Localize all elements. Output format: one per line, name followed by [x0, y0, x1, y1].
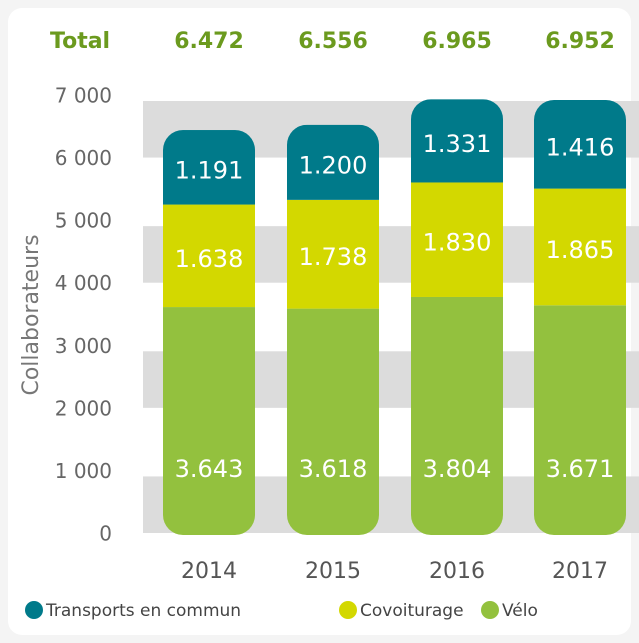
bar-segment: [534, 100, 626, 189]
bar-segment: [534, 188, 626, 306]
bar-segment: [411, 99, 503, 183]
legend-label: Transports en commun: [45, 601, 241, 621]
bar-group: [534, 100, 626, 535]
total-value: 6.952: [545, 29, 615, 54]
data-label: 1.200: [299, 151, 368, 179]
bar-segment: [411, 182, 503, 297]
y-axis-label: Collaborateurs: [19, 234, 44, 395]
y-tick-label: 3 000: [55, 334, 112, 358]
x-tick-label: 2015: [305, 559, 361, 584]
data-label: 3.671: [546, 455, 615, 483]
data-label: 1.865: [546, 236, 615, 264]
total-value: 6.472: [174, 29, 244, 54]
total-label: Total: [50, 29, 110, 54]
bar-segment: [287, 124, 379, 200]
x-tick-label: 2016: [429, 559, 485, 584]
x-tick-label: 2017: [552, 559, 608, 584]
bar-segment: [287, 308, 379, 535]
bar-segment: [411, 296, 503, 535]
legend-swatch: [339, 601, 357, 619]
y-tick-label: 7 000: [55, 84, 112, 108]
bar-segment: [534, 305, 626, 535]
data-label: 3.804: [423, 455, 492, 483]
data-label: 3.643: [175, 455, 244, 483]
legend-swatch: [481, 601, 499, 619]
bar-segment: [287, 199, 379, 309]
data-label: 3.618: [299, 455, 368, 483]
legend-label: Vélo: [502, 601, 538, 621]
y-tick-label: 4 000: [55, 271, 112, 295]
legend-label: Covoiturage: [360, 601, 464, 621]
bar-segment: [163, 130, 255, 205]
data-label: 1.331: [423, 130, 492, 158]
bar-segment: [163, 307, 255, 535]
total-value: 6.965: [422, 29, 492, 54]
data-label: 1.191: [175, 156, 244, 184]
y-tick-label: 0: [99, 522, 112, 546]
data-label: 1.416: [546, 133, 615, 161]
bar-group: [287, 124, 379, 535]
data-label: 1.638: [175, 245, 244, 273]
data-label: 1.738: [299, 243, 368, 271]
y-tick-label: 5 000: [55, 209, 112, 233]
bar-segment: [163, 204, 255, 308]
legend-swatch: [25, 601, 43, 619]
bar-group: [163, 130, 255, 535]
bar-group: [411, 99, 503, 535]
y-tick-label: 1 000: [55, 459, 112, 483]
x-tick-label: 2014: [181, 559, 237, 584]
y-tick-label: 2 000: [55, 396, 112, 420]
total-value: 6.556: [298, 29, 368, 54]
data-label: 1.830: [423, 229, 492, 257]
y-tick-label: 6 000: [55, 146, 112, 170]
